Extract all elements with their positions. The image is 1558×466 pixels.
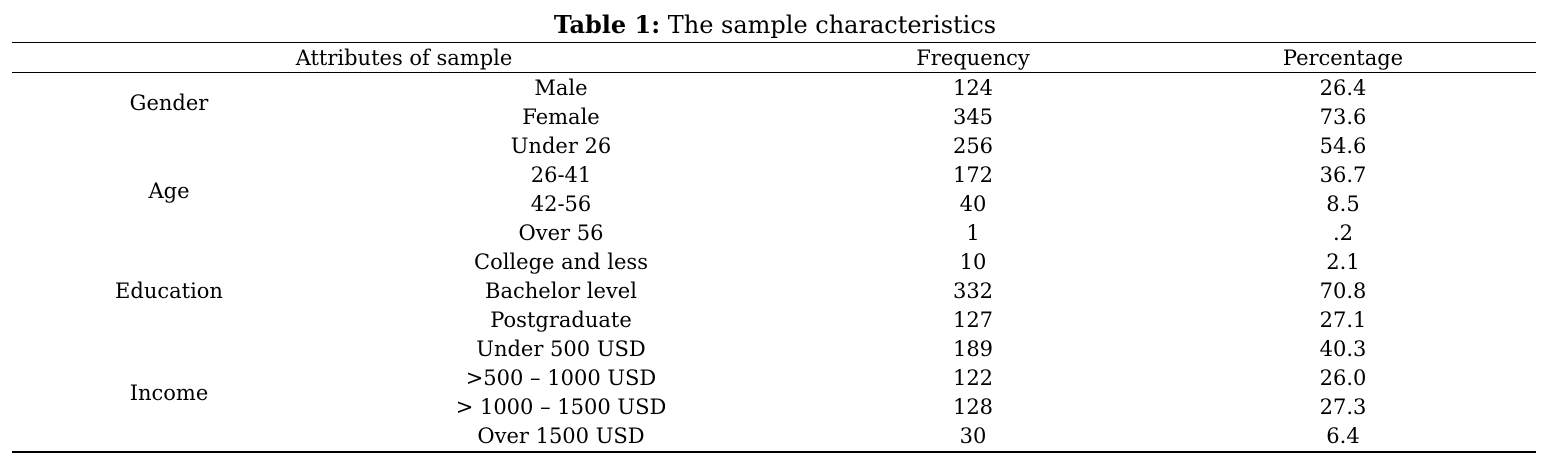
row-frequency: 127 [952,308,994,332]
table-header-rule [12,72,1536,73]
row-percentage: 26.4 [1319,76,1367,100]
row-percentage: 54.6 [1319,134,1367,158]
group-label-age: Age [148,179,190,203]
row-frequency: 124 [952,76,994,100]
row-category: Under 500 USD [476,337,646,361]
row-frequency: 122 [952,366,994,390]
row-frequency: 189 [952,337,994,361]
row-category: Over 56 [518,221,604,245]
group-label-education: Education [115,279,223,303]
row-category: >500 – 1000 USD [465,366,657,390]
row-percentage: 26.0 [1319,366,1367,390]
row-frequency: 10 [959,250,987,274]
row-category: 26-41 [530,163,592,187]
table-caption-text: The sample characteristics [660,11,997,39]
row-percentage: 27.3 [1319,395,1367,419]
row-frequency: 40 [959,192,987,216]
row-percentage: 70.8 [1319,279,1367,303]
row-percentage: 27.1 [1319,308,1367,332]
group-label-gender: Gender [129,91,209,115]
row-category: Male [534,76,588,100]
table-caption-label: Table 1: [553,10,661,39]
row-percentage: 2.1 [1326,250,1360,274]
row-frequency: 172 [952,163,994,187]
row-percentage: 6.4 [1326,424,1360,448]
group-label-income: Income [129,381,209,405]
header-frequency: Frequency [916,46,1030,70]
row-percentage: 8.5 [1326,192,1360,216]
row-category: Postgraduate [490,308,632,332]
row-frequency: 332 [952,279,994,303]
header-attributes: Attributes of sample [295,46,513,70]
row-category: Female [522,105,600,129]
row-frequency: 128 [952,395,994,419]
row-category: Under 26 [510,134,612,158]
header-percentage: Percentage [1282,46,1404,70]
table-top-rule [12,42,1536,43]
row-frequency: 345 [952,105,994,129]
table-caption: Table 1: The sample characteristics [0,10,1550,40]
row-frequency: 256 [952,134,994,158]
row-frequency: 1 [966,221,980,245]
row-category: Bachelor level [485,279,637,303]
row-percentage: 36.7 [1319,163,1367,187]
row-category: > 1000 – 1500 USD [455,395,667,419]
row-category: Over 1500 USD [477,424,645,448]
row-category: 42-56 [530,192,592,216]
row-percentage: .2 [1332,221,1354,245]
row-percentage: 73.6 [1319,105,1367,129]
row-category: College and less [474,250,648,274]
row-frequency: 30 [959,424,987,448]
row-percentage: 40.3 [1319,337,1367,361]
table-bottom-rule [12,451,1536,453]
